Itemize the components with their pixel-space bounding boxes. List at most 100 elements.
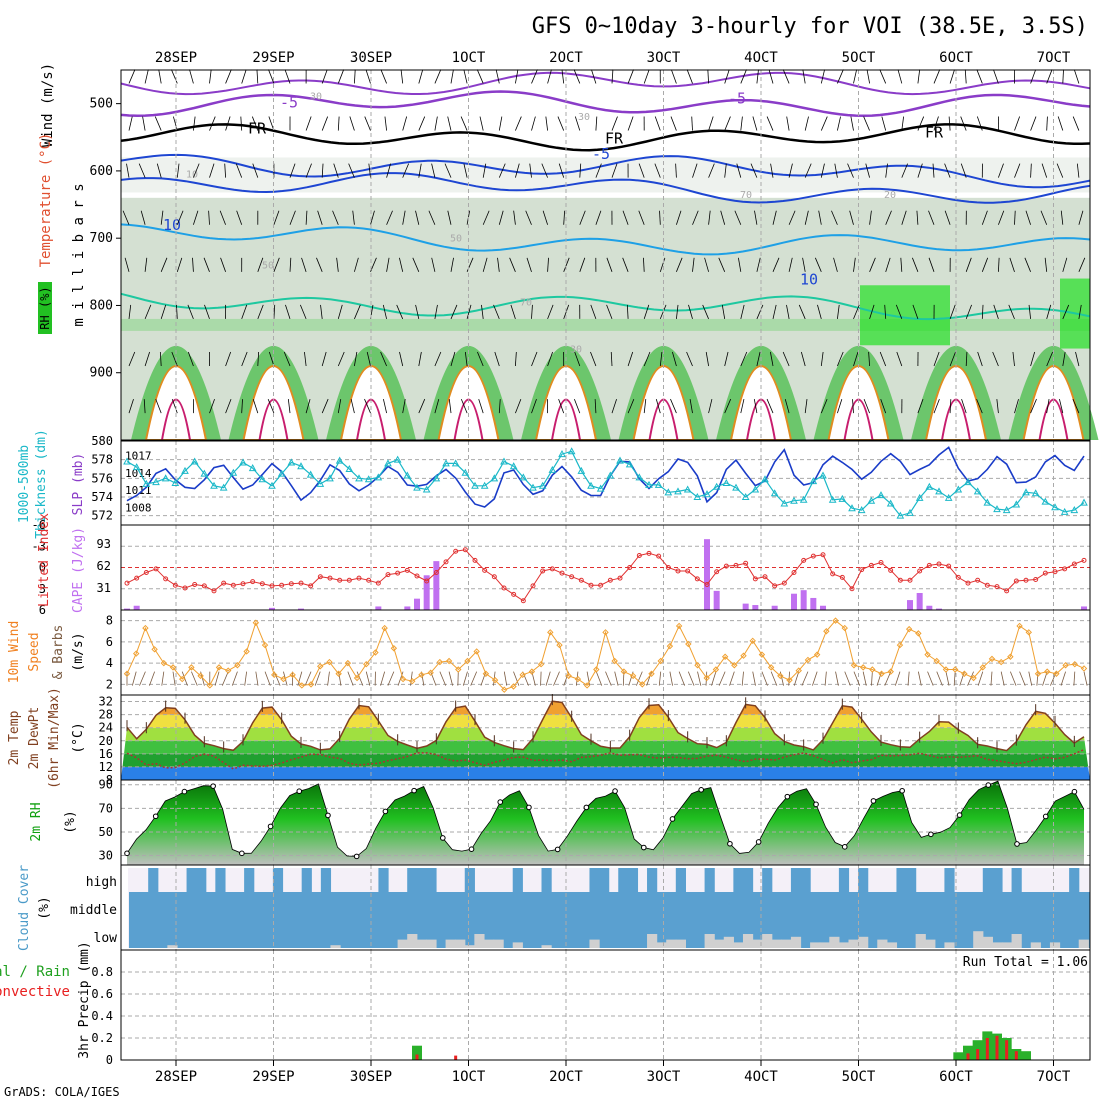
wind-barb [824, 671, 827, 686]
cloud-low-bar [167, 945, 178, 948]
contour-15 [120, 292, 1091, 321]
wind-barb [1014, 116, 1020, 131]
wind-barb [526, 257, 532, 272]
wind-barb [688, 304, 693, 320]
wind-point [252, 619, 260, 626]
wind-barb [936, 671, 943, 686]
wind-barb [643, 304, 650, 320]
li-point [327, 575, 333, 581]
cloud-high-bar [733, 868, 744, 892]
cloud-high-bar [320, 868, 332, 892]
cloud-high-bar [599, 868, 610, 892]
wind-barb [804, 210, 809, 225]
wind-barb [1028, 304, 1031, 319]
wind-barb [595, 163, 602, 178]
date-label-top: 4OCT [744, 50, 778, 66]
cloud-high-bar [426, 868, 437, 892]
wind-barb [154, 116, 162, 131]
wind-barb [724, 163, 727, 178]
cloud-low-bar [858, 936, 869, 948]
thickness-point [741, 492, 750, 500]
wind-barb [933, 398, 940, 414]
li-point [878, 560, 884, 566]
wind-barb [493, 304, 500, 320]
ytick-label: 0.4 [91, 1009, 113, 1023]
axis-label: 1000-500mb [17, 445, 32, 523]
rh-point [755, 839, 762, 845]
wind-barb [788, 210, 796, 225]
wind-barb [993, 69, 999, 84]
rh-point [411, 787, 417, 794]
cape-bar [926, 605, 933, 610]
wind-barb [837, 398, 843, 414]
ytick-label: 0.2 [91, 1031, 113, 1045]
wind-barb [658, 671, 662, 686]
li-point [607, 577, 613, 583]
wind-barb [605, 671, 612, 686]
wind-barb [515, 351, 517, 367]
wind-point [363, 660, 370, 668]
wind-barb [659, 351, 663, 367]
thickness-point [287, 458, 296, 466]
wind-barb [802, 257, 806, 272]
wind-barb [558, 398, 565, 414]
wind10m-panel: 2 4 6 8 10m Wind Speed & Barbs (m/s) [7, 609, 1091, 696]
wind-barb [977, 351, 983, 367]
wind-barb [144, 69, 149, 84]
thickness-point [190, 457, 199, 465]
wind-barb [1010, 671, 1017, 686]
cloud-low-bar [877, 939, 888, 948]
thickness-point [152, 478, 160, 486]
wind-barb [1073, 69, 1080, 84]
wind-barb [1060, 210, 1064, 225]
ytick-label: 4 [106, 656, 113, 670]
wind-barb [721, 304, 726, 319]
ytick-label: 0.8 [91, 965, 113, 979]
wind-barb [547, 351, 553, 367]
thickness-point [529, 483, 537, 491]
thickness-point [277, 469, 286, 477]
cape-bar [414, 598, 420, 610]
wind-barb [734, 210, 742, 225]
cloud-low-bar [512, 942, 523, 948]
wind-point [758, 651, 766, 658]
thickness-point [268, 481, 276, 489]
contour-label: -5 [280, 94, 298, 112]
wind-barb [418, 69, 424, 84]
wind-barb [257, 304, 264, 320]
wind-barb [396, 304, 404, 320]
ytick-label: 0.6 [91, 987, 113, 1001]
thickness-point [442, 459, 450, 467]
wind-barb [611, 116, 618, 131]
wind-point [703, 674, 710, 682]
wind-point [307, 681, 315, 688]
li-point [366, 577, 372, 583]
cloud-high-bar [944, 868, 955, 892]
wind-barb [1041, 163, 1048, 178]
cloud-low-bar [1001, 942, 1013, 948]
wind-barb [800, 351, 806, 367]
ytick-label: 32 [99, 695, 113, 709]
wind-barb [349, 116, 355, 131]
rh-point [296, 788, 303, 795]
wind-barb [579, 210, 586, 225]
wind-barb [418, 398, 426, 414]
thickness-point [925, 482, 934, 490]
rh-point [181, 788, 188, 795]
wind-barb [879, 69, 887, 84]
warm-dome [1022, 365, 1085, 441]
cloud-high-bar [762, 868, 773, 892]
wind-barb [670, 116, 677, 131]
wind-barb [531, 116, 536, 131]
wind-barb [1046, 116, 1048, 131]
wind-barb [399, 257, 404, 272]
thickness-point [577, 466, 586, 474]
wind-barb [740, 304, 745, 320]
wind-point [427, 669, 434, 676]
wind-point [455, 666, 462, 673]
date-label-bottom: 30SEP [350, 1069, 392, 1085]
wind-barb [869, 304, 875, 320]
wind-barb [320, 304, 323, 319]
thickness-point [606, 471, 615, 479]
thickness-point [809, 477, 818, 485]
